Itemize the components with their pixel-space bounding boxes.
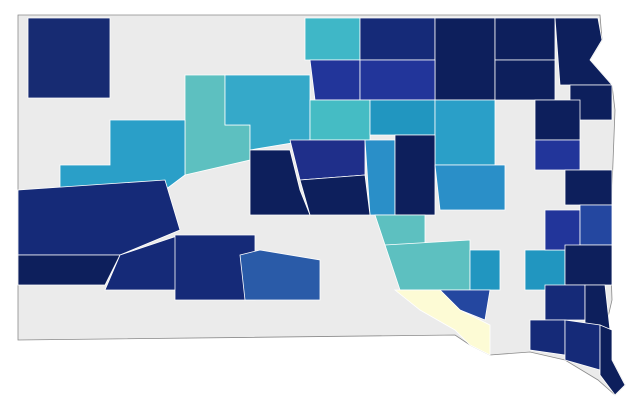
counties [17,17,626,396]
county [469,249,501,291]
county [304,17,361,61]
county [434,99,496,166]
county [17,179,181,256]
county [299,174,371,216]
county [534,99,581,141]
county [359,59,436,101]
county [529,319,566,356]
county [494,59,556,101]
county [17,254,121,286]
county [369,99,436,136]
county [554,17,613,86]
county [394,134,436,216]
county [544,209,581,251]
county [289,139,366,181]
county [27,17,111,99]
county [309,99,371,141]
county [239,249,321,301]
county [524,249,566,291]
county [359,17,436,61]
county [564,244,613,286]
county [364,139,396,216]
county [249,149,311,216]
county [579,204,613,246]
county [564,169,613,206]
county [393,289,491,356]
county [434,164,506,211]
county [434,17,496,101]
county [494,17,556,61]
county [544,284,586,321]
county [534,139,581,171]
county [599,324,626,396]
county [309,59,361,101]
county [384,239,471,291]
